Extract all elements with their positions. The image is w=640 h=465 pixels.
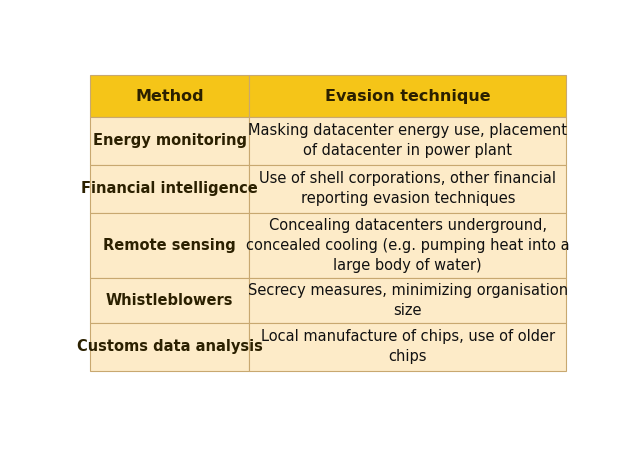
Bar (90, 323, 250, 371)
Bar (250, 117, 566, 165)
Bar (250, 279, 566, 323)
Text: Remote sensing: Remote sensing (103, 238, 236, 253)
Bar (250, 323, 566, 371)
Bar (90, 117, 250, 165)
Bar (250, 165, 566, 213)
Text: Evasion technique: Evasion technique (325, 88, 491, 104)
Text: Use of shell corporations, other financial
reporting evasion techniques: Use of shell corporations, other financi… (259, 172, 556, 206)
Text: Customs data analysis: Customs data analysis (77, 339, 262, 354)
Text: Method: Method (136, 88, 204, 104)
Bar (250, 213, 566, 279)
Bar (90, 75, 250, 117)
Bar (90, 279, 250, 323)
Text: Masking datacenter energy use, placement
of datacenter in power plant: Masking datacenter energy use, placement… (248, 123, 567, 158)
Text: Local manufacture of chips, use of older
chips: Local manufacture of chips, use of older… (260, 329, 555, 364)
Bar (90, 165, 250, 213)
Text: Energy monitoring: Energy monitoring (93, 133, 246, 148)
Text: Secrecy measures, minimizing organisation
size: Secrecy measures, minimizing organisatio… (248, 283, 568, 318)
Text: Financial intelligence: Financial intelligence (81, 181, 258, 196)
Bar (90, 213, 250, 279)
Bar (250, 75, 566, 117)
Text: Whistleblowers: Whistleblowers (106, 293, 234, 308)
Text: Concealing datacenters underground,
concealed cooling (e.g. pumping heat into a
: Concealing datacenters underground, conc… (246, 218, 570, 273)
